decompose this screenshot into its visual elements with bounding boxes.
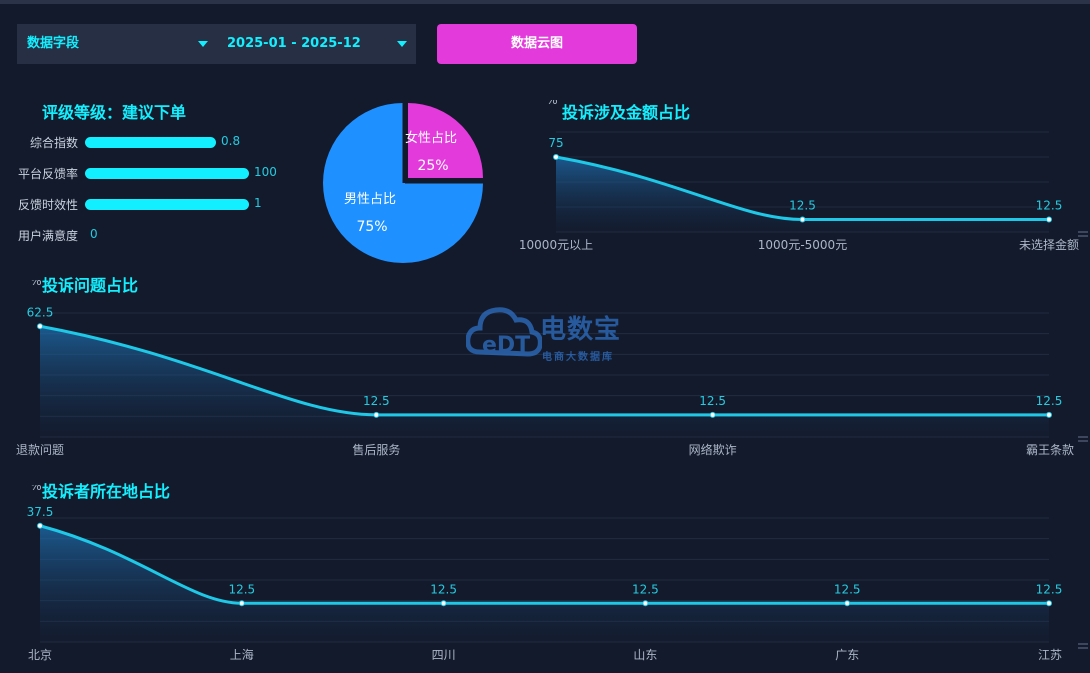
data-label: 62.5 — [27, 305, 54, 319]
gender-pie: 女性占比 25% 男性占比 75% — [323, 102, 484, 263]
location-chart: % 37.5 北京 12.5 上海 12.5 四川 12.5 山东 12.5 广东 12.5 江苏 — [27, 485, 1063, 662]
category-label: 四川 — [432, 648, 456, 662]
data-point — [1046, 600, 1052, 607]
watermark-sub: 电商大数据库 — [542, 352, 614, 363]
female-slice — [408, 103, 483, 178]
rating-label: 用户满意度 — [17, 229, 78, 243]
category-label: 10000元以上 — [519, 238, 593, 252]
data-label: 12.5 — [789, 199, 816, 213]
watermark-brand: 电数宝 — [540, 315, 622, 345]
watermark: eDT 电数宝 电商大数据库 — [465, 300, 620, 366]
date-range-select[interactable]: 2025-01 - 2025-12 — [227, 24, 412, 64]
data-point — [844, 600, 851, 607]
data-point — [37, 522, 43, 529]
rating-label: 反馈时效性 — [17, 198, 78, 212]
data-label: 37.5 — [27, 505, 54, 519]
problem-chart-title: 投诉问题占比 — [42, 276, 139, 295]
category-label: 北京 — [28, 648, 52, 662]
cloud-logo-icon: eDT — [465, 307, 543, 358]
data-label: 12.5 — [1036, 394, 1063, 408]
category-label: 广东 — [835, 648, 859, 662]
rating-bar — [85, 137, 216, 148]
data-point — [37, 323, 43, 330]
female-label: 女性占比 — [405, 130, 457, 146]
rating-value: 0 — [90, 227, 98, 241]
data-point — [1046, 411, 1052, 418]
data-label: 12.5 — [1036, 582, 1063, 596]
rating-label: 平台反馈率 — [17, 167, 78, 181]
y-axis-unit: % — [30, 280, 41, 288]
rating-value: 100 — [254, 165, 277, 179]
rating-bar — [85, 199, 249, 210]
amount-chart: % 75 10000元以上 12.5 1000元-5000元 12.5 未选择金额 — [519, 100, 1079, 252]
logo-text: eDT — [482, 333, 530, 358]
category-label: 售后服务 — [352, 442, 400, 457]
chevron-down-icon — [198, 41, 208, 47]
edge-handle — [1076, 632, 1090, 658]
filter-bar: 数据字段 2025-01 - 2025-12 — [17, 24, 416, 64]
edge-handle — [1076, 425, 1090, 451]
data-label: 12.5 — [699, 394, 726, 408]
series-line — [39, 324, 1049, 417]
field-select-label: 数据字段 — [27, 36, 80, 51]
category-label: 未选择金额 — [1019, 237, 1079, 252]
category-label: 霸王条款 — [1026, 443, 1074, 457]
data-label: 12.5 — [834, 582, 861, 596]
rating-value: 1 — [254, 196, 262, 210]
rating-label: 综合指数 — [29, 136, 78, 150]
data-point — [709, 411, 716, 418]
data-point — [440, 600, 447, 607]
series-area — [40, 525, 1049, 642]
data-label: 12.5 — [1036, 199, 1063, 213]
data-point — [373, 411, 380, 418]
category-label: 山东 — [633, 648, 657, 662]
category-label: 网络欺诈 — [689, 442, 737, 457]
male-label: 男性占比 — [344, 192, 396, 207]
data-point — [642, 600, 649, 607]
data-point — [238, 600, 245, 607]
rating-row: 反馈时效性 1 — [0, 196, 300, 212]
data-label: 12.5 — [430, 582, 457, 596]
series-line — [39, 524, 1049, 605]
rating-row: 平台反馈率 100 — [0, 165, 300, 181]
series-area — [556, 157, 1049, 232]
category-label: 江苏 — [1038, 648, 1062, 662]
problem-chart: % 62.5 退款问题 12.5 售后服务 12.5 网络欺诈 12.5 霸王条款 — [16, 280, 1074, 457]
category-label: 1000元-5000元 — [758, 238, 847, 252]
data-label: 12.5 — [632, 582, 659, 596]
category-label: 退款问题 — [16, 443, 64, 457]
amount-chart-title: 投诉涉及金额占比 — [562, 103, 691, 122]
data-cloud-button[interactable]: 数据云图 — [437, 24, 637, 64]
male-value: 75% — [356, 219, 387, 235]
rating-bar — [85, 168, 249, 179]
y-axis-unit: % — [30, 485, 41, 493]
location-chart-title: 投诉者所在地占比 — [42, 482, 171, 501]
data-point — [553, 154, 559, 160]
edge-handle — [1076, 220, 1090, 246]
top-border — [0, 0, 1090, 4]
category-label: 上海 — [230, 647, 254, 662]
data-label: 12.5 — [228, 582, 255, 596]
data-label: 75 — [548, 136, 563, 150]
series-area — [40, 326, 1049, 437]
rating-row: 综合指数 0.8 — [0, 134, 300, 150]
rating-row: 用户满意度 0 — [0, 227, 300, 243]
data-point — [799, 216, 806, 223]
rating-title: 评级等级：建议下单 — [42, 103, 187, 122]
chevron-down-icon — [397, 41, 407, 47]
date-range-label: 2025-01 - 2025-12 — [227, 36, 361, 51]
y-axis-unit: % — [546, 100, 557, 107]
rating-value: 0.8 — [221, 134, 241, 148]
data-point — [1046, 216, 1052, 223]
female-value: 25% — [417, 158, 448, 174]
field-select[interactable]: 数据字段 — [27, 24, 222, 64]
data-label: 12.5 — [363, 394, 390, 408]
